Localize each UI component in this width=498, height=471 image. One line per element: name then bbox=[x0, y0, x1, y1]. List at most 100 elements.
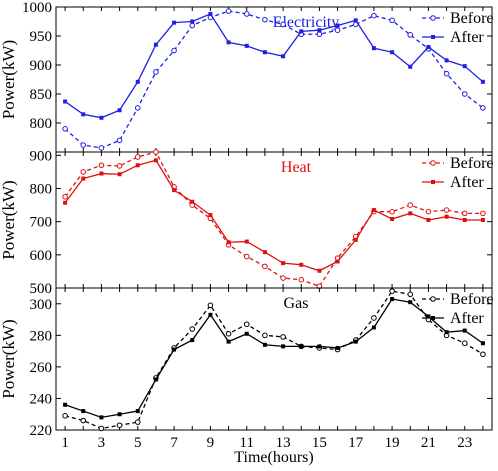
point-before bbox=[134, 419, 141, 425]
panel-title: Heat bbox=[281, 159, 312, 176]
point-after bbox=[462, 328, 467, 333]
series-line-after bbox=[64, 13, 484, 119]
series-line-after bbox=[64, 159, 483, 272]
point-after bbox=[390, 50, 395, 55]
y-tick-label: 500 bbox=[30, 281, 53, 297]
point-after bbox=[480, 218, 485, 222]
y-tick-label: 220 bbox=[30, 423, 53, 439]
legend-marker bbox=[431, 180, 435, 184]
point-after bbox=[353, 339, 358, 344]
point-after bbox=[353, 237, 358, 242]
point-before bbox=[98, 145, 105, 151]
point-before bbox=[262, 263, 268, 270]
y-tick-label: 600 bbox=[30, 248, 53, 264]
y-tick-label: 1000 bbox=[22, 0, 52, 16]
point-before bbox=[80, 169, 87, 175]
point-after bbox=[244, 239, 249, 244]
x-tick-label: 13 bbox=[276, 435, 291, 451]
y-tick-label: 800 bbox=[30, 181, 53, 197]
point-after bbox=[190, 338, 195, 343]
point-after bbox=[153, 42, 158, 47]
point-before bbox=[80, 417, 87, 424]
point-after bbox=[81, 176, 86, 181]
point-after bbox=[371, 208, 376, 213]
point-after bbox=[63, 402, 68, 407]
series-line-before bbox=[64, 10, 484, 149]
point-after bbox=[335, 259, 340, 264]
point-after bbox=[299, 344, 304, 349]
point-after bbox=[226, 339, 231, 344]
point-after bbox=[81, 112, 86, 117]
legend-label-before: Before bbox=[450, 291, 494, 308]
point-after bbox=[190, 19, 195, 24]
point-after bbox=[99, 171, 104, 176]
point-before bbox=[62, 193, 68, 200]
y-tick-label: 800 bbox=[30, 116, 53, 132]
panel-heat: 500 600 700 800 900 Power(kW) Heat Before After bbox=[0, 148, 494, 297]
point-before bbox=[262, 16, 268, 23]
y-tick-label: 950 bbox=[30, 29, 53, 45]
point-after bbox=[262, 342, 267, 347]
series-line-after bbox=[64, 298, 484, 419]
point-before bbox=[425, 208, 432, 215]
point-after bbox=[462, 218, 467, 222]
legend-marker bbox=[430, 296, 436, 302]
point-after bbox=[426, 218, 431, 222]
point-before bbox=[480, 105, 486, 111]
legend-marker bbox=[430, 160, 436, 166]
x-tick-label: 9 bbox=[207, 435, 215, 451]
point-after bbox=[135, 163, 140, 168]
point-after bbox=[63, 99, 68, 104]
x-tick-label: 1 bbox=[61, 435, 69, 451]
point-after bbox=[208, 312, 213, 317]
y-axis-label: Power(kW) bbox=[0, 40, 18, 119]
point-after bbox=[172, 20, 177, 25]
point-after bbox=[426, 314, 431, 319]
point-after bbox=[63, 200, 68, 205]
point-after bbox=[408, 64, 413, 69]
x-tick-label: 5 bbox=[134, 435, 142, 451]
y-axis-label: Power(kW) bbox=[0, 180, 18, 259]
point-after bbox=[371, 325, 376, 330]
point-before bbox=[189, 22, 196, 29]
point-after bbox=[426, 45, 431, 50]
point-before bbox=[480, 351, 486, 358]
point-after bbox=[244, 331, 249, 336]
point-after bbox=[117, 412, 122, 417]
point-before bbox=[461, 91, 468, 97]
point-before bbox=[153, 149, 159, 155]
point-before bbox=[116, 163, 123, 169]
point-after bbox=[262, 50, 267, 55]
point-before bbox=[371, 12, 377, 19]
point-after bbox=[172, 188, 177, 193]
series-line-before bbox=[64, 151, 483, 288]
series-line-before bbox=[64, 290, 484, 430]
point-before bbox=[461, 340, 468, 347]
point-after bbox=[153, 158, 158, 163]
point-after bbox=[444, 58, 449, 63]
point-before bbox=[443, 70, 450, 77]
point-before bbox=[407, 32, 414, 38]
point-before bbox=[334, 27, 341, 34]
point-before bbox=[62, 126, 68, 132]
point-after bbox=[281, 54, 286, 59]
point-before bbox=[389, 208, 395, 215]
x-tick-label: 15 bbox=[312, 435, 327, 451]
point-after bbox=[390, 297, 395, 302]
point-before bbox=[407, 202, 414, 208]
point-after bbox=[262, 250, 267, 255]
point-after bbox=[117, 172, 122, 177]
point-after bbox=[81, 409, 86, 414]
legend-label-before: Before bbox=[450, 155, 494, 172]
point-before bbox=[225, 8, 232, 14]
point-after bbox=[408, 300, 413, 305]
y-tick-label: 280 bbox=[30, 328, 53, 344]
point-before bbox=[80, 142, 87, 148]
y-axis-label: Power(kW) bbox=[0, 319, 18, 398]
point-before bbox=[171, 47, 177, 54]
point-after bbox=[317, 268, 322, 273]
point-before bbox=[443, 207, 450, 213]
point-after bbox=[99, 115, 104, 120]
point-before bbox=[62, 413, 68, 419]
point-after bbox=[444, 330, 449, 335]
